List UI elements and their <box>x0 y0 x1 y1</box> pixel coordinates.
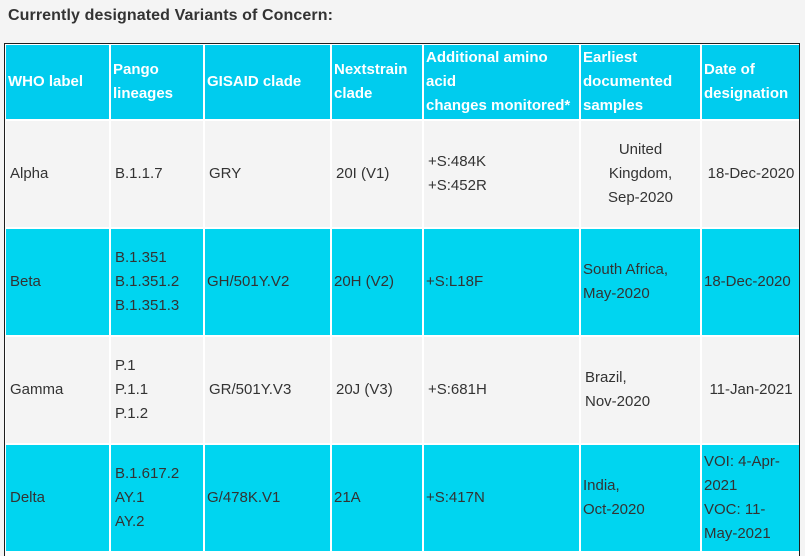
nextstrain-cell: 20J (V3) <box>330 335 424 445</box>
col-earliest-samples: Earliest documented samples <box>579 44 702 121</box>
table-row: Gamma P.1 P.1.1 P.1.2 GR/501Y.V3 20J (V3… <box>5 335 799 445</box>
amino-cell: +S:681H <box>422 335 581 445</box>
earliest-cell: South Africa, May-2020 <box>579 227 702 337</box>
col-date-designation: Date of designation <box>700 44 799 121</box>
who-label-cell: Delta <box>5 443 111 553</box>
who-label-cell: Alpha <box>5 119 111 229</box>
nextstrain-cell: 20H (V2) <box>330 227 424 337</box>
nextstrain-cell: 20I (V1) <box>330 119 424 229</box>
col-gisaid-clade: GISAID clade <box>203 44 332 121</box>
date-cell: 11-Jan-2021 <box>700 335 799 445</box>
date-cell: 18-Dec-2020 <box>700 119 799 229</box>
amino-cell: +S:L18F <box>422 227 581 337</box>
col-amino-acid-changes: Additional amino acid changes monitored* <box>422 44 581 121</box>
earliest-cell: India, Oct-2020 <box>579 443 702 553</box>
pango-cell: B.1.351 B.1.351.2 B.1.351.3 <box>109 227 205 337</box>
amino-cell: +S:484K +S:452R <box>422 119 581 229</box>
pango-cell: P.1 P.1.1 P.1.2 <box>109 335 205 445</box>
gisaid-cell: GRY <box>203 119 332 229</box>
gisaid-cell: G/478K.V1 <box>203 443 332 553</box>
voc-table-container: WHO label Pango lineages GISAID clade Ne… <box>4 43 800 556</box>
date-cell: 18-Dec-2020 <box>700 227 799 337</box>
earliest-cell: United Kingdom, Sep-2020 <box>579 119 702 229</box>
who-label-cell: Beta <box>5 227 111 337</box>
who-label-cell: Gamma <box>5 335 111 445</box>
amino-cell: +S:417N <box>422 443 581 553</box>
date-cell: VOI: 4-Apr- 2021 VOC: 11- May-2021 <box>700 443 799 553</box>
voc-table: WHO label Pango lineages GISAID clade Ne… <box>5 44 799 553</box>
pango-cell: B.1.617.2 AY.1 AY.2 <box>109 443 205 553</box>
pango-cell: B.1.1.7 <box>109 119 205 229</box>
earliest-cell: Brazil, Nov-2020 <box>579 335 702 445</box>
col-nextstrain-clade: Nextstrain clade <box>330 44 424 121</box>
col-who-label: WHO label <box>5 44 111 121</box>
table-header-row: WHO label Pango lineages GISAID clade Ne… <box>5 44 799 121</box>
table-row: Delta B.1.617.2 AY.1 AY.2 G/478K.V1 21A … <box>5 443 799 553</box>
table-row: Beta B.1.351 B.1.351.2 B.1.351.3 GH/501Y… <box>5 227 799 337</box>
gisaid-cell: GR/501Y.V3 <box>203 335 332 445</box>
nextstrain-cell: 21A <box>330 443 424 553</box>
gisaid-cell: GH/501Y.V2 <box>203 227 332 337</box>
col-pango-lineages: Pango lineages <box>109 44 205 121</box>
table-row: Alpha B.1.1.7 GRY 20I (V1) +S:484K +S:45… <box>5 119 799 229</box>
page-heading: Currently designated Variants of Concern… <box>8 7 334 24</box>
